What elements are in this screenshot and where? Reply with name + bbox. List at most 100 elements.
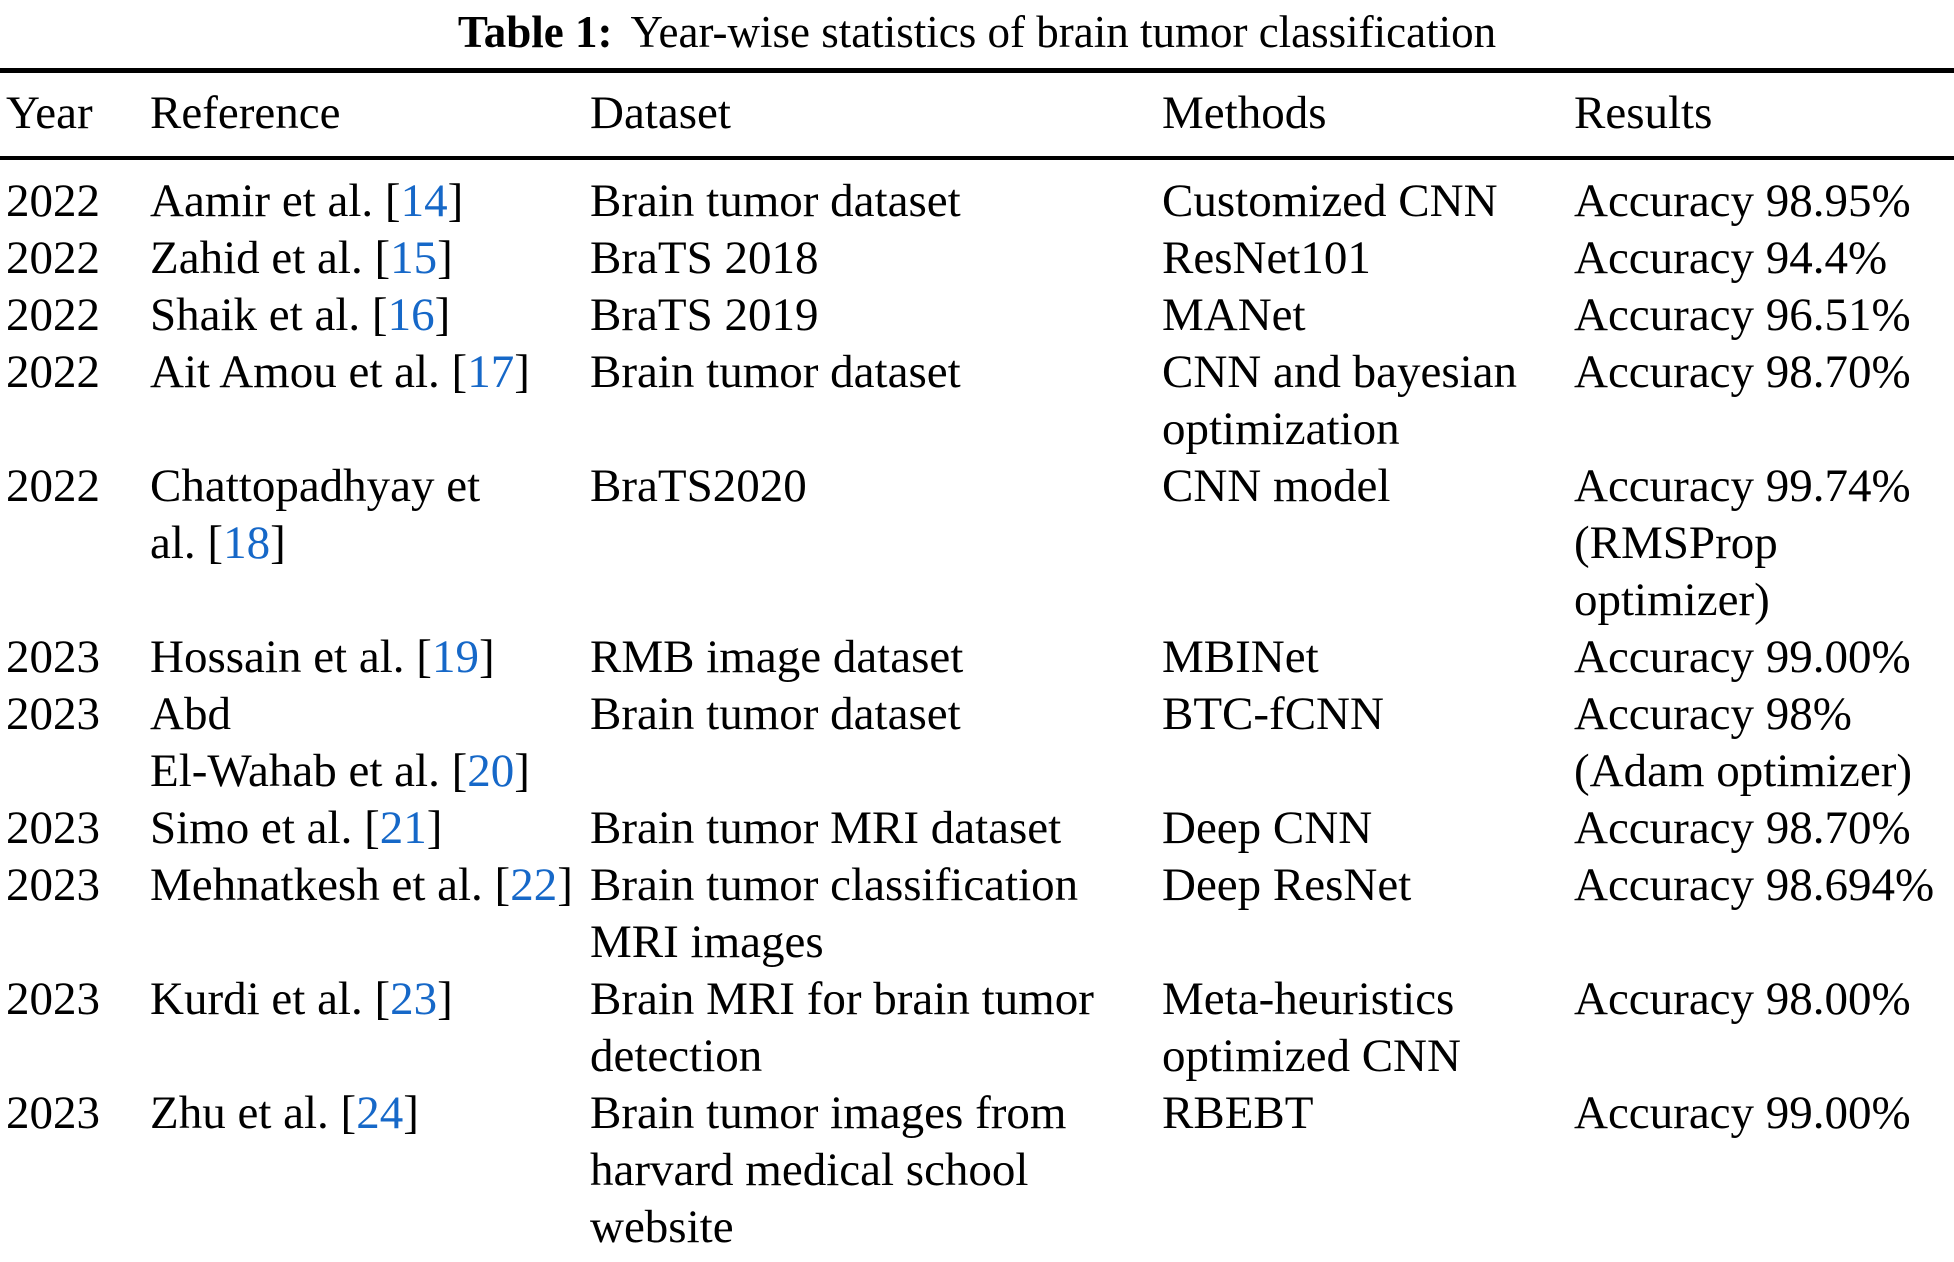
results-cell: Accuracy 98.95% [1574, 175, 1911, 227]
col-header-year: Year [0, 70, 150, 160]
reference-bracket: ] [437, 232, 453, 284]
year-cell: 2022 [6, 460, 100, 512]
table-row: 2022 Chattopadhyay et al. [18] BraTS2020… [0, 458, 1954, 629]
reference-text: Mehnatkesh et al. [ [150, 859, 511, 911]
col-header-methods: Methods [1162, 70, 1574, 160]
results-cell: Accuracy 98.70% [1574, 802, 1911, 854]
reference-bracket: ] [426, 802, 443, 854]
methods-cell: CNN and bayesian optimization [1162, 346, 1518, 455]
citation-link[interactable]: 19 [431, 631, 479, 683]
table-caption-text: Year-wise statistics of brain tumor clas… [630, 7, 1497, 57]
table-row: 2022 Shaik et al. [16] BraTS 2019 MANet … [0, 287, 1954, 344]
reference-cell: Simo et al. [21] [150, 800, 590, 857]
dataset-cell: Brain tumor dataset [590, 688, 961, 740]
reference-cell: Hossain et al. [19] [150, 629, 590, 686]
methods-cell: Deep CNN [1162, 802, 1373, 854]
dataset-cell: Brain tumor MRI dataset [590, 802, 1062, 854]
header-row: Year Reference Dataset Methods Results [0, 70, 1954, 160]
table-row: 2023 Kurdi et al. [23] Brain MRI for bra… [0, 971, 1954, 1085]
results-cell: Accuracy 98.694% [1574, 859, 1935, 911]
dataset-cell: Brain tumor dataset [590, 175, 961, 227]
reference-bracket: ] [514, 346, 530, 398]
reference-text: Simo et al. [ [150, 802, 380, 854]
dataset-cell: BraTS 2018 [590, 232, 819, 284]
reference-text: Zhu et al. [ [150, 1087, 357, 1139]
methods-cell: Deep ResNet [1162, 859, 1412, 911]
reference-bracket: ] [403, 1087, 419, 1139]
dataset-cell: RMB image dataset [590, 631, 964, 683]
reference-text: Shaik et al. [ [150, 289, 388, 341]
results-cell: Accuracy 94.4% [1574, 232, 1888, 284]
year-cell: 2023 [6, 688, 100, 740]
reference-text: Kurdi et al. [ [150, 973, 391, 1025]
results-cell: Accuracy 99.74% (RMSProp optimizer) [1574, 460, 1911, 626]
table-row: 2023 Zhu et al. [24] Brain tumor images … [0, 1085, 1954, 1262]
table-row: 2022 Zahid et al. [15] BraTS 2018 ResNet… [0, 230, 1954, 287]
reference-text: Chattopadhyay et al. [ [150, 460, 481, 569]
col-header-results: Results [1574, 70, 1954, 160]
citation-link[interactable]: 17 [467, 346, 515, 398]
citation-link[interactable]: 22 [510, 859, 558, 911]
reference-bracket: ] [557, 859, 573, 911]
results-cell: Accuracy 99.00% [1574, 631, 1911, 683]
reference-cell: Chattopadhyay et al. [18] [150, 458, 590, 629]
citation-link[interactable]: 14 [400, 175, 448, 227]
year-cell: 2022 [6, 232, 100, 284]
reference-text: Ait Amou et al. [ [150, 346, 468, 398]
citation-link[interactable]: 16 [387, 289, 435, 341]
methods-cell: RBEBT [1162, 1087, 1314, 1139]
results-cell: Accuracy 99.00% [1574, 1087, 1911, 1139]
year-cell: 2023 [6, 1087, 100, 1139]
table-row: 2022 Aamir et al. [14] Brain tumor datas… [0, 158, 1954, 230]
citation-link[interactable]: 20 [467, 745, 515, 797]
reference-text: Abd El-Wahab et al. [ [150, 688, 468, 797]
table-row: 2023 Hossain et al. [19] RMB image datas… [0, 629, 1954, 686]
reference-text: Zahid et al. [ [150, 232, 391, 284]
citation-link[interactable]: 18 [223, 517, 271, 569]
reference-bracket: ] [447, 175, 464, 227]
table-row: 2023 Simo et al. [21] Brain tumor MRI da… [0, 800, 1954, 857]
year-wise-statistics-table: Year Reference Dataset Methods Results 2… [0, 68, 1954, 1262]
col-header-reference: Reference [150, 70, 590, 160]
citation-link[interactable]: 15 [390, 232, 438, 284]
year-cell: 2023 [6, 859, 100, 911]
results-cell: Accuracy 96.51% [1574, 289, 1911, 341]
year-cell: 2023 [6, 631, 100, 683]
table-row: 2022 Ait Amou et al. [17] Brain tumor da… [0, 344, 1954, 458]
reference-text: Aamir et al. [ [150, 175, 401, 227]
reference-cell: Abd El-Wahab et al. [20] [150, 686, 590, 800]
reference-bracket: ] [478, 631, 495, 683]
year-cell: 2022 [6, 175, 100, 227]
reference-cell: Zhu et al. [24] [150, 1085, 590, 1262]
methods-cell: CNN model [1162, 460, 1391, 512]
methods-cell: ResNet101 [1162, 232, 1371, 284]
citation-link[interactable]: 21 [379, 802, 427, 854]
year-cell: 2022 [6, 346, 100, 398]
reference-cell: Kurdi et al. [23] [150, 971, 590, 1085]
dataset-cell: Brain tumor dataset [590, 346, 961, 398]
methods-cell: MBINet [1162, 631, 1319, 683]
reference-text: Hossain et al. [ [150, 631, 432, 683]
methods-cell: MANet [1162, 289, 1306, 341]
results-cell: Accuracy 98.00% [1574, 973, 1911, 1025]
year-cell: 2023 [6, 802, 100, 854]
reference-cell: Zahid et al. [15] [150, 230, 590, 287]
citation-link[interactable]: 23 [390, 973, 438, 1025]
results-cell: Accuracy 98.70% [1574, 346, 1911, 398]
citation-link[interactable]: 24 [356, 1087, 404, 1139]
reference-bracket: ] [434, 289, 451, 341]
table-caption-label: Table 1: [457, 7, 613, 57]
methods-cell: Customized CNN [1162, 175, 1498, 227]
reference-bracket: ] [437, 973, 453, 1025]
table-row: 2023 Abd El-Wahab et al. [20] Brain tumo… [0, 686, 1954, 800]
year-cell: 2023 [6, 973, 100, 1025]
dataset-cell: Brain tumor classification MRI images [590, 859, 1079, 968]
methods-cell: Meta-heuristics optimized CNN [1162, 973, 1461, 1082]
reference-cell: Aamir et al. [14] [150, 158, 590, 230]
dataset-cell: Brain tumor images from harvard medical … [590, 1087, 1067, 1253]
table-row: 2023 Mehnatkesh et al. [22] Brain tumor … [0, 857, 1954, 971]
dataset-cell: BraTS2020 [590, 460, 807, 512]
reference-cell: Mehnatkesh et al. [22] [150, 857, 590, 971]
results-cell: Accuracy 98% (Adam optimizer) [1574, 688, 1913, 797]
reference-bracket: ] [514, 745, 530, 797]
